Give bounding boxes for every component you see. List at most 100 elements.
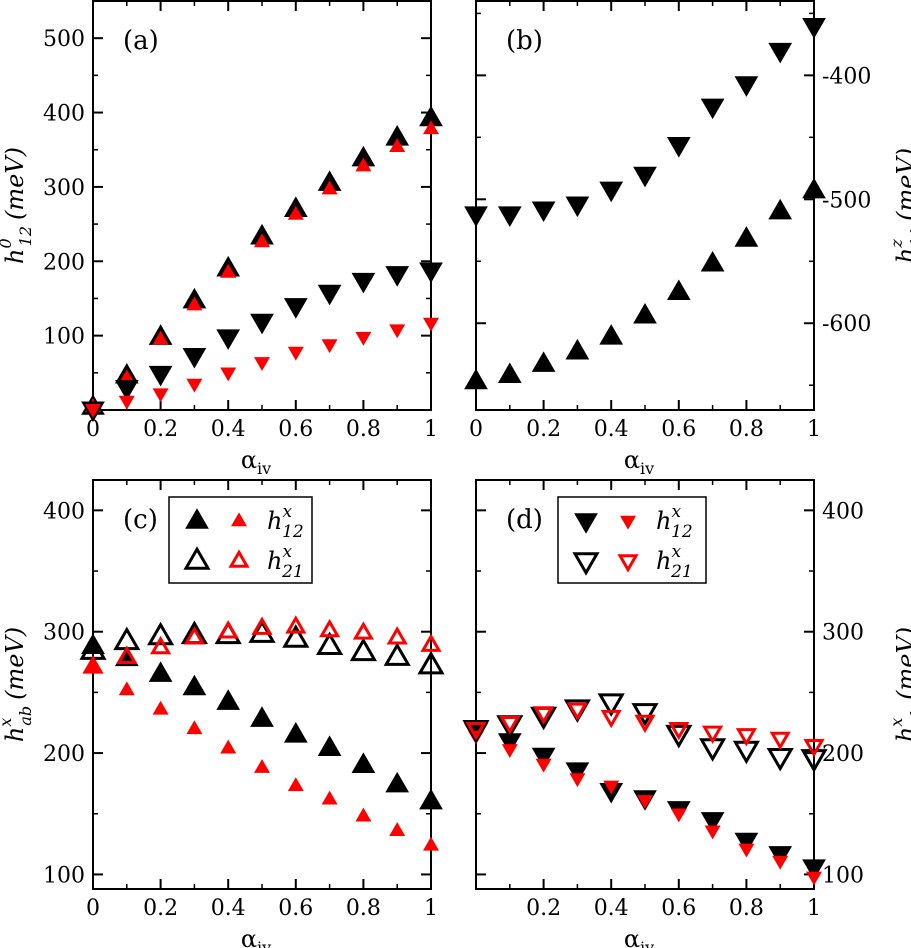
data-point [533, 706, 555, 725]
data-point [150, 635, 172, 655]
data-point [633, 166, 657, 188]
data-point [637, 795, 653, 809]
data-point [385, 266, 410, 287]
data-point [82, 655, 104, 674]
panel-label: (c) [123, 505, 158, 535]
legend-label: hx 21 [656, 542, 693, 582]
x-tick-label: 0.8 [729, 417, 764, 442]
panel-label: (d) [506, 505, 543, 535]
x-axis-label: αiv [624, 446, 654, 478]
data-point [565, 338, 590, 360]
data-point [631, 703, 659, 727]
data-point [355, 157, 372, 172]
y-tick-label: 100 [43, 863, 85, 888]
data-point [665, 724, 693, 749]
series-red-down-open [465, 702, 825, 758]
data-point [603, 780, 620, 795]
x-tick-label: 0.2 [143, 896, 178, 921]
data-point [800, 749, 828, 773]
x-tick-label: 0.4 [211, 896, 246, 921]
y-axis-label: h012(meV) [0, 147, 35, 264]
data-point [497, 206, 522, 227]
data-point [806, 871, 822, 886]
y-axis-label: hxab(meV) [887, 627, 911, 742]
data-point [152, 330, 169, 345]
data-point [349, 637, 377, 662]
data-point [769, 731, 791, 751]
y-tick-label: 200 [43, 250, 85, 275]
data-point [352, 621, 374, 640]
x-tick-label: 0.6 [278, 896, 313, 921]
y-tick-label: 200 [43, 742, 85, 767]
data-point [118, 681, 135, 696]
x-tick-label: 1 [424, 417, 438, 442]
x-tick-label: 1 [807, 417, 821, 442]
data-point [531, 201, 556, 223]
data-point [317, 735, 342, 756]
data-point [118, 369, 135, 384]
data-point [114, 379, 139, 401]
data-point [802, 177, 826, 199]
data-point [389, 138, 406, 153]
data-point [283, 298, 308, 319]
legend-marker-black [572, 552, 600, 576]
data-point [633, 302, 657, 324]
x-tick-label: 0.4 [211, 417, 246, 442]
data-point [803, 739, 825, 758]
x-tick-label: 0.2 [526, 417, 561, 442]
data-point [499, 715, 521, 735]
data-point [148, 661, 173, 682]
data-point [419, 262, 443, 284]
data-point [355, 807, 372, 822]
data-point [420, 633, 442, 652]
data-point [666, 137, 691, 158]
data-point [702, 725, 724, 745]
data-point [385, 771, 410, 793]
x-tick-label: 0.8 [346, 896, 381, 921]
x-tick-label: 0.8 [729, 896, 764, 921]
x-tick-label: 0.6 [278, 417, 313, 442]
data-point [355, 331, 372, 346]
data-point [216, 689, 241, 710]
data-point [802, 18, 826, 39]
x-tick-label: 1 [807, 896, 821, 921]
data-point [116, 645, 138, 664]
data-point [147, 621, 175, 646]
data-point [634, 714, 656, 734]
data-point [254, 233, 270, 248]
panel-c: 0 0.2 0.4 0.6 0.8 1 100 200 300 400 αiv hxab(meV) (c… [0, 479, 445, 948]
data-point [118, 395, 135, 410]
data-point [565, 762, 590, 783]
data-point [321, 790, 338, 805]
x-tick-label: 0.4 [594, 896, 629, 921]
data-point [768, 42, 793, 64]
data-point [250, 313, 274, 335]
data-point [152, 388, 169, 403]
data-point [186, 296, 203, 311]
data-point [531, 747, 556, 769]
y-tick-label: 100 [43, 325, 85, 350]
data-point [766, 747, 794, 772]
data-point [670, 808, 687, 823]
data-point [186, 378, 203, 393]
series-red-down-triangle [85, 317, 439, 418]
panel-a: 0 0.2 0.4 0.6 0.8 1 100 200 300 400 500 αiv h012(meV… [0, 0, 443, 478]
data-point [285, 615, 307, 634]
data-point [419, 788, 443, 810]
y-tick-label: 300 [822, 621, 864, 646]
x-tick-label: 0 [86, 417, 100, 442]
data-point [700, 812, 725, 833]
x-tick-label: 0.4 [594, 417, 629, 442]
data-point [599, 181, 624, 203]
data-point [287, 205, 304, 220]
data-point [182, 347, 207, 369]
y-tick-label: 100 [822, 863, 864, 888]
data-point [283, 722, 308, 743]
data-point [214, 620, 242, 645]
data-point [220, 739, 237, 754]
data-point [251, 616, 273, 635]
data-point [217, 620, 239, 639]
data-point [535, 758, 552, 773]
